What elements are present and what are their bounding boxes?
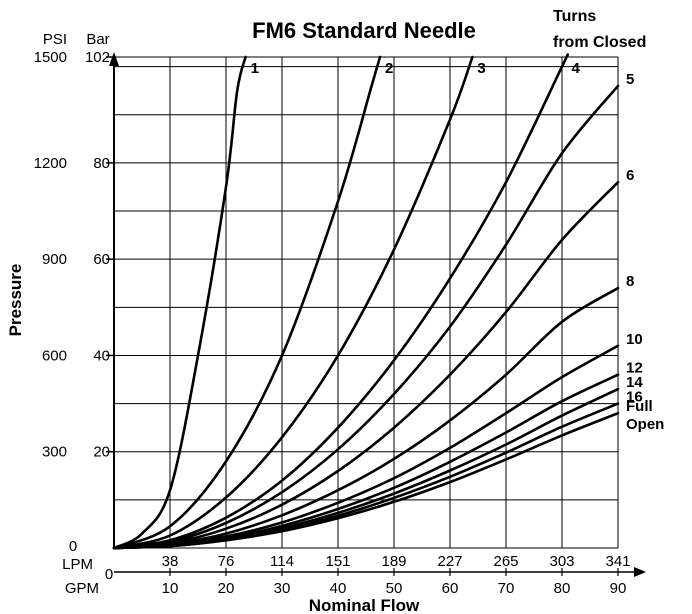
curve-8 — [112, 286, 620, 550]
curve-label: 10 — [626, 331, 643, 348]
curve-1 — [112, 55, 247, 550]
x-unit-gpm: GPM — [65, 580, 99, 597]
y-zero-label: 0 — [69, 538, 77, 555]
x-tick-lpm-label: 341 — [605, 553, 630, 570]
curve-2 — [112, 55, 382, 550]
x-tick-gpm-label: 40 — [330, 580, 347, 597]
curve-label: 2 — [385, 60, 393, 77]
curve-label: 8 — [626, 273, 634, 290]
y-ticks: 102 1500 80 1200 60 900 40 600 20 300 — [34, 49, 114, 461]
y-tick-bar-label: 60 — [93, 251, 110, 268]
y-tick-bar-label: 80 — [93, 155, 110, 172]
legend-title-line-2: from Closed — [553, 34, 646, 51]
y-axis-arrow — [109, 52, 119, 66]
x-tick-gpm-label: 90 — [610, 580, 627, 597]
axes — [109, 52, 646, 577]
curve-label: 3 — [477, 60, 485, 77]
curve-6 — [112, 180, 620, 550]
curve-label: 4 — [571, 60, 580, 77]
x-zero-label: 0 — [105, 566, 113, 583]
x-ticks: 10 38 20 76 30 114 40 151 50 189 60 227 70 265 80 303 90… — [162, 553, 631, 597]
y-tick-bar-label: 40 — [93, 347, 110, 364]
y-tick-bar-label: 20 — [93, 444, 110, 461]
labels: FM6 Standard Needle Turns from Closed PS… — [6, 8, 646, 614]
x-tick-gpm-label: 60 — [442, 580, 459, 597]
x-tick-gpm-label: 70 — [498, 580, 515, 597]
x-tick-gpm-label: 50 — [386, 580, 403, 597]
curve-label: Full — [626, 398, 653, 415]
curve-label: 6 — [626, 167, 634, 184]
curve-4 — [112, 53, 570, 550]
x-unit-lpm: LPM — [62, 556, 93, 573]
curve-full-open — [112, 411, 620, 550]
curve-label: 16 — [626, 389, 643, 406]
y-tick-psi-label: 600 — [42, 347, 67, 364]
x-tick-lpm-label: 38 — [162, 553, 179, 570]
y-tick-psi-label: 1200 — [34, 155, 67, 172]
y-tick-bar-label: 102 — [85, 49, 110, 66]
x-tick-lpm-label: 114 — [270, 553, 294, 570]
x-tick-gpm-label: 20 — [218, 580, 235, 597]
y-unit-psi: PSI — [43, 31, 67, 48]
curve-5 — [112, 84, 620, 550]
curve-label: 5 — [626, 71, 634, 88]
curve-label: Open — [626, 416, 664, 433]
x-tick-lpm-label: 76 — [218, 553, 235, 570]
chart-title: FM6 Standard Needle — [252, 18, 476, 43]
x-tick-lpm-label: 227 — [437, 553, 462, 570]
curves — [112, 53, 620, 550]
y-axis-label: Pressure — [6, 264, 25, 337]
y-tick-psi-label: 900 — [42, 251, 67, 268]
curve-label: 12 — [626, 360, 643, 377]
curve-label: 1 — [251, 60, 259, 77]
x-tick-lpm-label: 189 — [381, 553, 406, 570]
x-tick-gpm-label: 80 — [554, 580, 571, 597]
x-tick-gpm-label: 10 — [162, 580, 179, 597]
y-tick-psi-label: 1500 — [34, 49, 67, 66]
x-tick-lpm-label: 151 — [325, 553, 350, 570]
legend-title-line-1: Turns — [553, 8, 596, 25]
x-axis-arrow — [634, 567, 646, 577]
x-tick-lpm-label: 265 — [493, 553, 518, 570]
x-tick-gpm-label: 30 — [274, 580, 291, 597]
curve-3 — [112, 55, 474, 550]
y-unit-bar: Bar — [86, 31, 109, 48]
curve-10 — [112, 344, 620, 550]
x-tick-lpm-label: 303 — [549, 553, 574, 570]
curve-label: 14 — [626, 374, 643, 391]
x-axis-label: Nominal Flow — [309, 596, 420, 614]
y-tick-psi-label: 300 — [42, 444, 67, 461]
